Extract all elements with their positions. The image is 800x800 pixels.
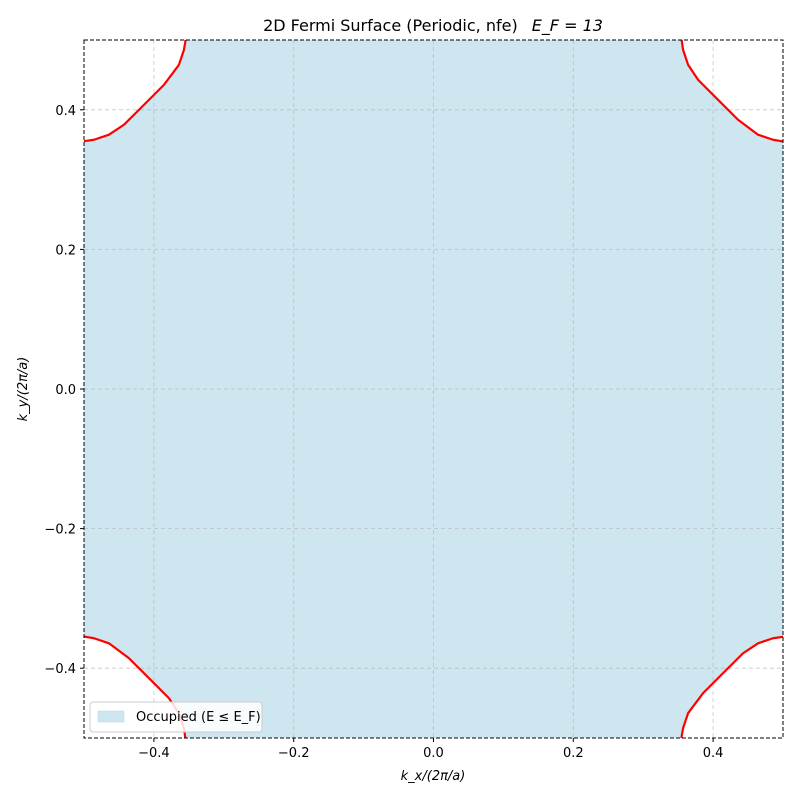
legend-box: [89, 701, 263, 733]
x-tick-label-2: 0.0: [423, 746, 444, 761]
y-tick-label-2: 0.0: [55, 383, 76, 398]
legend-label-occupied: Occupied (E ≤ E_F): [136, 710, 261, 725]
occupied-region-layer: [84, 40, 783, 738]
y-tick-label-1: −0.2: [44, 523, 76, 538]
occupied-region: [84, 40, 783, 738]
fermi-contour-top-right: [680, 40, 783, 143]
x-tick-label-4: 0.4: [703, 746, 724, 761]
fermi-contour-top-left: [84, 40, 187, 143]
x-tick-label-3: 0.2: [563, 746, 584, 761]
y-tick-label-4: 0.4: [55, 104, 76, 119]
chart-title-ef: E_F = 13: [532, 16, 603, 36]
y-tick-label-3: 0.2: [55, 243, 76, 258]
x-tick-label-0: −0.4: [138, 746, 170, 761]
chart-title: 2D Fermi Surface (Periodic, nfe) E_F = 13: [263, 16, 603, 36]
fermi-contour-bottom-right: [680, 635, 783, 738]
legend-swatch-occupied: [97, 710, 125, 723]
x-tick-label-1: −0.2: [278, 746, 310, 761]
x-axis-label: k_x/(2π/a): [401, 769, 466, 784]
y-tick-label-0: −0.4: [44, 662, 76, 677]
grid-layer: [84, 40, 783, 738]
tick-layer: −0.4 −0.2 0.0 0.2 0.4 −0.4 −0.2 0.0 0.2 0.4: [44, 104, 723, 761]
chart-title-main: 2D Fermi Surface (Periodic, nfe): [263, 16, 518, 35]
y-axis-label: k_y/(2π/a): [16, 357, 31, 422]
legend: Occupied (E ≤ E_F): [89, 701, 263, 733]
